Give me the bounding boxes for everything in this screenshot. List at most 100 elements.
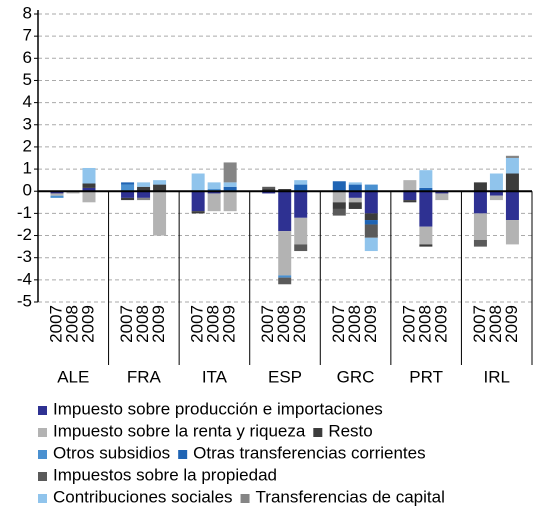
bar-segment: [489, 195, 503, 201]
legend-swatch: [178, 450, 188, 459]
bar-segment: [278, 189, 292, 192]
bar-segment: [121, 197, 135, 201]
group-label: PRT: [409, 367, 443, 386]
x-tick-label: 2008: [204, 305, 223, 343]
bar-segment: [262, 189, 276, 192]
bar-segment: [505, 191, 519, 221]
x-tick-label: 2007: [258, 305, 277, 343]
legend-swatch: [38, 450, 47, 459]
legend-swatch: [38, 494, 47, 503]
bar-segment: [419, 244, 433, 247]
bar-segment: [364, 220, 378, 225]
legend-swatch: [38, 472, 47, 481]
bar-segment: [153, 180, 167, 185]
bar-segment: [489, 173, 503, 192]
group-label: ESP: [268, 367, 302, 386]
bar-segment: [348, 184, 362, 192]
x-tick-label: 2007: [329, 305, 348, 343]
x-tick-label: 2007: [46, 305, 65, 343]
group-label: FRA: [127, 367, 162, 386]
bar-segment: [207, 189, 221, 192]
y-tick-label: 8: [23, 3, 32, 22]
legend-swatch: [240, 494, 250, 503]
bar-segment: [403, 200, 417, 203]
x-tick-label: 2007: [470, 305, 489, 343]
bar-segment: [332, 181, 346, 192]
legend-label: Otros subsidios: [53, 443, 170, 462]
legend-swatch: [38, 428, 47, 437]
bar-segment: [207, 193, 221, 212]
x-tick-label: 2008: [274, 305, 293, 343]
bar-segment: [364, 184, 378, 192]
bar-segment: [207, 182, 221, 190]
bar-segment: [473, 182, 487, 192]
bar-segment: [294, 244, 308, 252]
bar-segment: [403, 191, 417, 201]
y-tick-label: 6: [23, 48, 32, 67]
y-tick-label: -1: [17, 203, 32, 222]
bar-segment: [191, 173, 205, 192]
bar-segment: [137, 186, 151, 192]
bar-segment: [332, 208, 346, 216]
group-label: ITA: [202, 367, 228, 386]
bar-segment: [294, 191, 308, 218]
bar-segment: [435, 193, 449, 201]
bar-segment: [262, 186, 276, 190]
bar-segment: [364, 191, 378, 214]
bar-segment: [191, 191, 205, 212]
x-tick-label: 2008: [486, 305, 505, 343]
legend-label: Resto: [328, 421, 372, 440]
bar-segment: [294, 217, 308, 245]
bar-segment: [50, 193, 64, 196]
bar-segment: [419, 191, 433, 227]
legend-label: Impuestos sobre la propiedad: [53, 465, 277, 484]
bar-segment: [348, 182, 362, 185]
legend-swatch: [38, 406, 47, 415]
legend-label: Transferencias de capital: [256, 487, 445, 506]
y-tick-label: 7: [23, 26, 32, 45]
bar-segment: [191, 211, 205, 214]
x-tick-label: 2009: [220, 305, 239, 343]
x-tick-label: 2009: [431, 305, 450, 343]
x-tick-label: 2007: [399, 305, 418, 343]
group-label: ALE: [57, 367, 89, 386]
bar-segment: [278, 277, 292, 285]
y-tick-label: 3: [23, 114, 32, 133]
bar-segment: [278, 231, 292, 276]
bar-segment: [332, 202, 346, 209]
y-tick-label: 1: [23, 159, 32, 178]
x-tick-label: 2007: [188, 305, 207, 343]
bar-segment: [82, 167, 96, 184]
bar-segment: [82, 183, 96, 188]
bar-segment: [403, 180, 417, 192]
legend-label: Contribuciones sociales: [53, 487, 233, 506]
bar-segment: [278, 275, 292, 278]
y-tick-label: 4: [23, 92, 32, 111]
bar-segment: [489, 191, 503, 196]
bar-segment: [223, 191, 237, 212]
legend-label: Impuesto sobre producción e importacione…: [53, 399, 383, 418]
group-label: IRL: [483, 367, 509, 386]
bar-segment: [153, 191, 167, 236]
bar-segment: [121, 191, 135, 198]
y-tick-label: -3: [17, 247, 32, 266]
x-tick-label: 2009: [78, 305, 97, 343]
bar-segment: [294, 180, 308, 185]
bar-segment: [419, 187, 433, 192]
bar-segment: [223, 182, 237, 187]
y-tick-label: 2: [23, 136, 32, 155]
bar-segment: [121, 182, 135, 185]
bar-segment: [207, 191, 221, 194]
group-label: GRC: [337, 367, 375, 386]
y-tick-label: -4: [17, 269, 32, 288]
bar-segment: [82, 187, 96, 192]
legend-label: Impuesto sobre la renta y riqueza: [53, 421, 306, 440]
x-tick-label: 2009: [361, 305, 380, 343]
bar-segment: [137, 191, 151, 198]
bar-segment: [294, 184, 308, 192]
bar-segment: [262, 191, 276, 194]
bar-segment: [332, 191, 346, 203]
x-tick-label: 2008: [345, 305, 364, 343]
bar-segment: [505, 158, 519, 174]
